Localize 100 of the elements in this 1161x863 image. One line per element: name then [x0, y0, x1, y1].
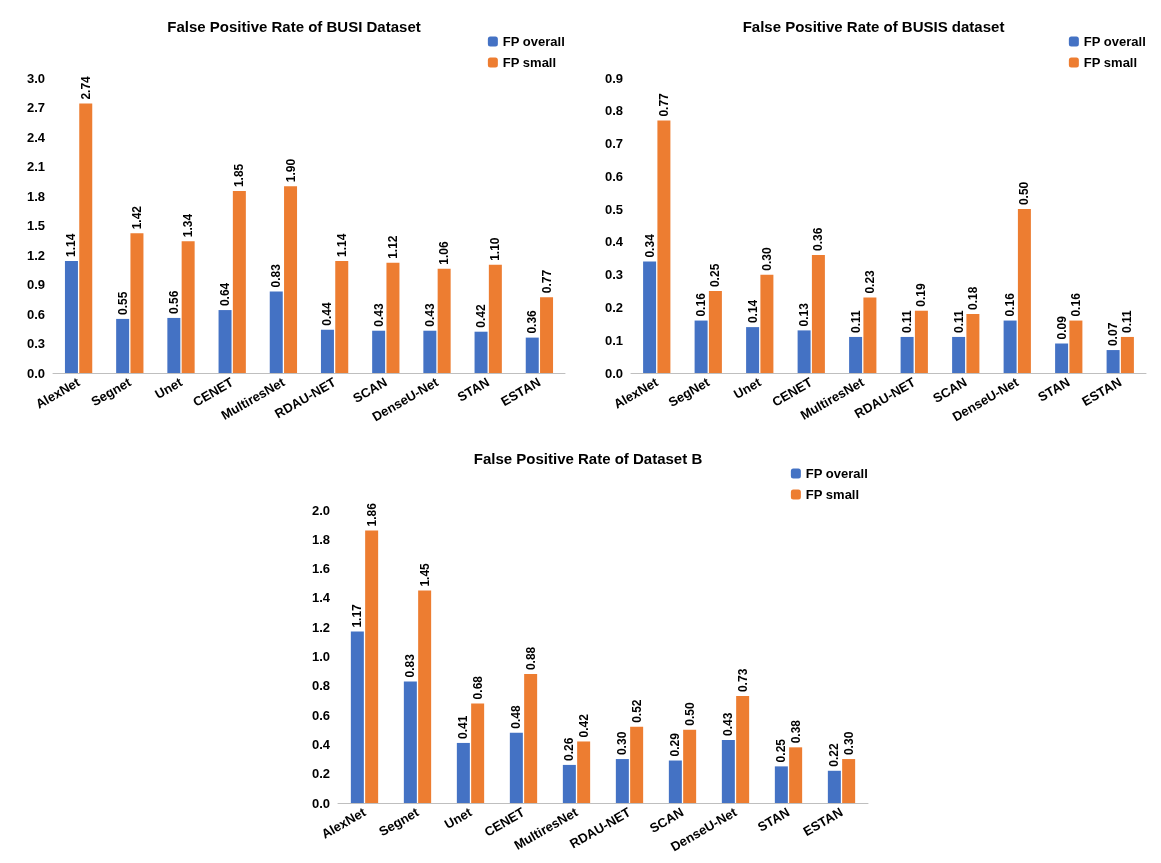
x-tick-label: Unet: [152, 374, 186, 402]
bar: [827, 770, 841, 803]
bar: [615, 759, 629, 803]
data-label: 0.16: [694, 292, 709, 317]
bar: [64, 260, 78, 373]
y-tick-label: 3.0: [26, 70, 45, 86]
data-label: 2.74: [78, 75, 93, 100]
chart-title: False Positive Rate of BUSIS dataset: [742, 18, 1005, 35]
y-tick-label: 0.5: [604, 201, 623, 217]
data-label: 0.44: [320, 302, 335, 326]
bar: [1017, 209, 1031, 373]
data-label: 0.30: [759, 246, 774, 271]
bar: [914, 310, 928, 373]
bar: [269, 291, 283, 373]
bar: [509, 732, 523, 803]
data-label: 0.77: [656, 92, 671, 117]
data-label: 1.12: [385, 235, 400, 259]
bar: [320, 329, 334, 373]
data-label: 0.19: [914, 283, 929, 307]
bar: [1069, 320, 1083, 373]
bar: [423, 330, 437, 373]
y-tick-label: 2.4: [26, 129, 46, 145]
data-label: 0.43: [371, 303, 386, 327]
data-label: 0.77: [539, 269, 554, 294]
bar: [797, 330, 811, 373]
data-label: 0.23: [862, 269, 877, 294]
data-label: 0.88: [523, 646, 538, 671]
y-tick-label: 0.9: [604, 70, 623, 86]
data-label: 0.48: [509, 705, 524, 729]
bar: [746, 327, 760, 373]
data-label: 1.17: [350, 603, 365, 628]
data-label: 0.14: [745, 299, 760, 324]
bar: [657, 120, 671, 373]
bar: [694, 320, 708, 373]
data-label: 0.18: [965, 286, 980, 310]
y-tick-label: 1.6: [311, 561, 330, 577]
bar: [1055, 343, 1069, 373]
bar: [842, 759, 856, 803]
legend-label: FP small: [805, 487, 860, 502]
bar: [863, 297, 877, 373]
bar: [577, 741, 591, 803]
data-label: 0.68: [470, 675, 485, 700]
x-tick-label: Unet: [731, 374, 765, 402]
bar: [736, 696, 750, 803]
data-label: 0.34: [642, 233, 657, 258]
data-label: 1.34: [181, 213, 196, 238]
data-label: 0.11: [951, 309, 966, 333]
bar: [232, 191, 246, 373]
y-tick-label: 0.8: [311, 678, 330, 694]
bar: [350, 631, 364, 803]
y-tick-label: 2.1: [26, 159, 45, 174]
bar: [181, 241, 195, 373]
y-tick-label: 0.6: [604, 168, 623, 184]
bar: [116, 318, 130, 373]
data-label: 1.10: [488, 237, 503, 261]
bar: [760, 274, 774, 373]
legend-label: FP overall: [1083, 34, 1146, 49]
data-label: 0.42: [576, 713, 591, 738]
y-tick-label: 1.2: [311, 619, 330, 635]
y-tick-label: 1.8: [311, 531, 330, 547]
bar: [952, 336, 966, 373]
data-label: 0.30: [615, 731, 630, 756]
bar: [335, 260, 349, 373]
bar: [284, 186, 298, 373]
y-tick-label: 2.7: [26, 100, 45, 115]
bar: [789, 747, 803, 803]
y-tick-label: 0.9: [26, 277, 45, 292]
y-tick-label: 1.2: [26, 247, 45, 263]
bar: [524, 674, 538, 803]
data-label: 0.16: [1068, 292, 1083, 317]
bar: [900, 336, 914, 373]
data-label: 0.11: [1120, 309, 1135, 333]
y-tick-label: 0.3: [604, 267, 623, 283]
data-label: 0.11: [900, 309, 915, 333]
data-label: 1.90: [283, 158, 298, 183]
data-label: 0.83: [269, 263, 284, 288]
bar: [79, 103, 93, 373]
legend-label: FP small: [1083, 55, 1138, 70]
y-tick-label: 0.0: [311, 795, 330, 811]
data-label: 1.14: [64, 233, 79, 257]
data-label: 0.26: [562, 737, 577, 761]
data-label: 0.43: [721, 712, 736, 737]
legend-label: FP small: [502, 55, 557, 70]
bar: [683, 729, 697, 803]
bar: [774, 766, 788, 803]
bar: [540, 297, 554, 373]
bar: [668, 760, 682, 803]
legend-label: FP overall: [805, 466, 868, 481]
bar: [474, 331, 488, 373]
bar: [721, 740, 735, 803]
y-tick-label: 1.5: [26, 218, 45, 233]
data-label: 0.42: [474, 304, 489, 328]
y-tick-label: 0.3: [26, 336, 45, 351]
bar: [386, 262, 400, 373]
data-label: 0.64: [218, 282, 233, 307]
bar: [471, 703, 485, 803]
y-tick-label: 0.6: [311, 707, 330, 723]
chart-title: False Positive Rate of BUSI Dataset: [167, 18, 421, 35]
y-tick-label: 0.0: [26, 365, 45, 381]
bar: [562, 764, 576, 803]
